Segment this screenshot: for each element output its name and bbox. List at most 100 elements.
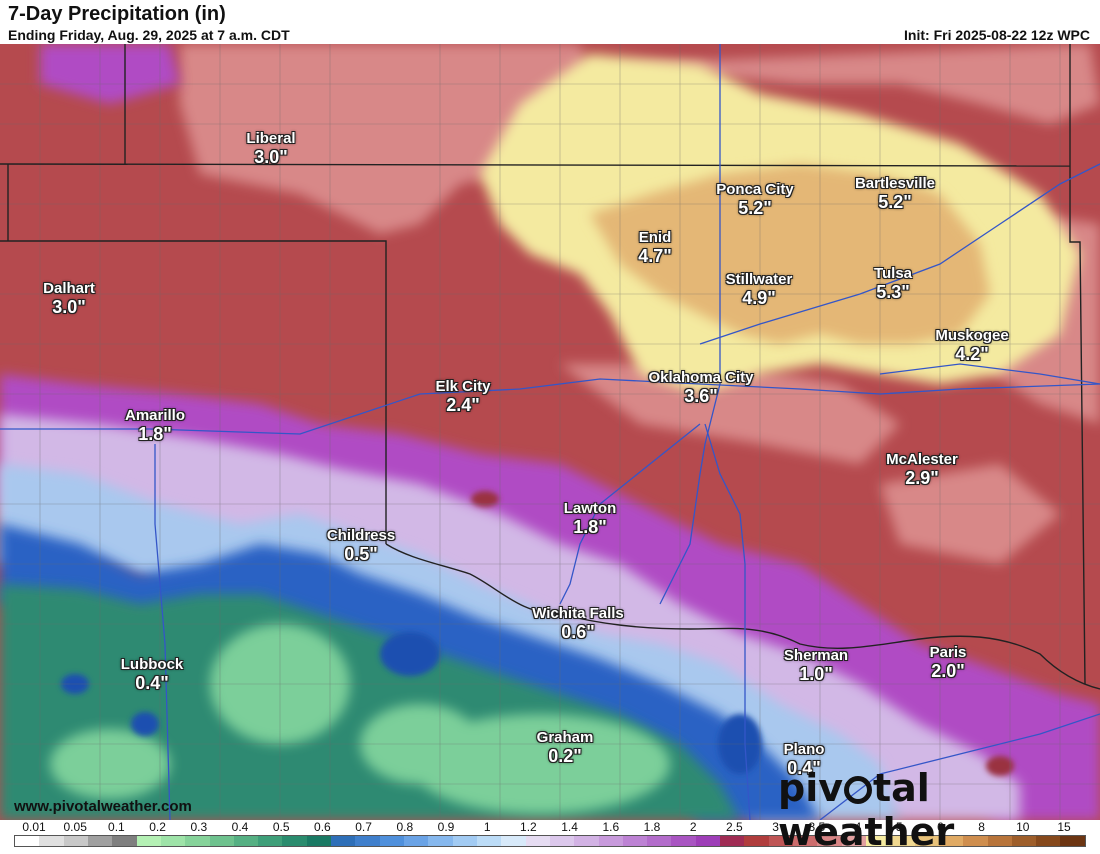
legend-swatch: [379, 836, 404, 846]
city-label-plano: Plano 0.4": [783, 741, 825, 778]
legend-tick-label: 3: [772, 820, 779, 834]
legend-swatch: [452, 836, 477, 846]
init-time: Init: Fri 2025-08-22 12z WPC: [904, 27, 1090, 43]
legend-swatch: [160, 836, 186, 846]
legend-swatch: [258, 836, 283, 846]
legend-swatch: [574, 836, 599, 846]
legend-tick-label: 10: [1016, 820, 1030, 834]
legend-tick-label: 1.6: [602, 820, 620, 834]
legend-swatch: [549, 836, 575, 846]
legend-swatch: [1036, 836, 1061, 846]
legend-tick-label: 6: [937, 820, 944, 834]
legend-swatch: [647, 836, 672, 846]
legend-swatch: [331, 836, 356, 846]
legend-swatch: [209, 836, 234, 846]
legend-swatch: [622, 836, 648, 846]
city-label-dalhart: Dalhart 3.0": [43, 280, 95, 317]
legend-color-bar: [14, 835, 1086, 847]
legend-swatch: [112, 836, 137, 846]
legend-tick-label: 2: [689, 820, 697, 834]
legend-tick-label: 15: [1057, 820, 1071, 834]
city-value: 0.6": [561, 621, 595, 642]
legend-swatch: [355, 836, 380, 846]
city-label-ponca-city: Ponca City 5.2": [716, 181, 794, 218]
legend-tick-label: 0.9: [437, 820, 455, 834]
legend-tick-label: 1.2: [520, 820, 537, 834]
city-name: Stillwater: [725, 271, 793, 288]
legend-swatch: [890, 836, 915, 846]
legend-swatch: [525, 836, 550, 846]
legend-tick-label: 0.05: [63, 820, 87, 834]
legend-swatch: [185, 836, 210, 846]
city-label-liberal: Liberal 3.0": [246, 130, 296, 167]
legend-tick-label: 0.2: [149, 820, 166, 834]
city-name: Paris: [929, 644, 967, 661]
city-label-childress: Childress 0.5": [327, 527, 395, 564]
legend-swatch: [1011, 836, 1037, 846]
city-label-oklahoma-city: Oklahoma City 3.6": [648, 369, 753, 406]
legend-swatch: [39, 836, 64, 846]
legend-tick-label: 1.8: [643, 820, 661, 834]
city-value: 2.9": [905, 467, 939, 488]
city-name: Bartlesville: [854, 175, 936, 192]
city-name: Lubbock: [120, 656, 184, 673]
legend-tick-label: 5: [895, 820, 903, 834]
city-name: Tulsa: [873, 265, 913, 282]
city-value: 4.2": [955, 343, 989, 364]
legend-swatch: [938, 836, 964, 846]
legend-swatch: [720, 836, 745, 846]
legend-swatch: [817, 836, 842, 846]
city-value: 5.2": [738, 197, 772, 218]
legend-tick-label: 0.1: [108, 820, 125, 834]
city-name: Ponca City: [716, 181, 794, 198]
legend-tick-label: 0.5: [272, 820, 290, 834]
city-label-wichita-falls: Wichita Falls 0.6": [532, 605, 624, 642]
legend-tick-label: 4: [854, 820, 862, 834]
legend-tick-label: 0.7: [355, 820, 372, 834]
city-name: Plano: [783, 741, 825, 758]
county-grid: [0, 44, 1100, 820]
pivotal-weather-logo: piv tal weather: [778, 766, 1100, 854]
precip-map: [0, 44, 1100, 820]
city-name: Liberal: [246, 130, 296, 147]
city-name: Elk City: [435, 378, 491, 395]
legend-swatch: [744, 836, 769, 846]
legend-tick-label: 2.5: [726, 820, 743, 834]
city-name: Wichita Falls: [532, 605, 624, 622]
website-link[interactable]: www.pivotalweather.com: [14, 798, 192, 815]
precip-zone-1.4-2in-top: [40, 44, 180, 104]
legend-swatch: [87, 836, 113, 846]
city-name: Muskogee: [935, 327, 1009, 344]
legend-swatch: [63, 836, 88, 846]
legend-swatch: [233, 836, 259, 846]
legend-swatch: [914, 836, 939, 846]
legend-tick-label: 0.6: [314, 820, 331, 834]
city-value: 1.0": [799, 663, 833, 684]
city-label-amarillo: Amarillo 1.8": [124, 407, 186, 444]
sun-gear-icon: [844, 776, 872, 804]
legend-swatch: [963, 836, 988, 846]
legend-swatch: [768, 836, 793, 846]
city-label-elk-city: Elk City 2.4": [435, 378, 491, 415]
city-name: Sherman: [783, 647, 849, 664]
city-value: 1.8": [573, 516, 607, 537]
city-value: 4.7": [638, 245, 672, 266]
map-subtitle: Ending Friday, Aug. 29, 2025 at 7 a.m. C…: [8, 27, 290, 43]
legend-swatch: [476, 836, 502, 846]
city-value: 4.9": [742, 287, 776, 308]
legend-tick-label: 8: [978, 820, 985, 834]
map-title: 7-Day Precipitation (in): [8, 3, 226, 25]
dark-red-blobs: [471, 491, 1014, 776]
city-value: 0.4": [135, 672, 169, 693]
legend-swatch: [501, 836, 526, 846]
city-value: 3.0": [52, 296, 86, 317]
logo-text-start: piv: [778, 766, 843, 810]
legend-tick-label: 3.5: [808, 820, 826, 834]
legend-swatch: [404, 836, 429, 846]
legend-tick-label: 0.8: [396, 820, 414, 834]
city-value: 2.0": [931, 660, 965, 681]
city-name: McAlester: [886, 451, 958, 468]
city-value: 5.2": [878, 191, 912, 212]
state-borders: [0, 44, 1100, 690]
city-name: Amarillo: [124, 407, 186, 424]
